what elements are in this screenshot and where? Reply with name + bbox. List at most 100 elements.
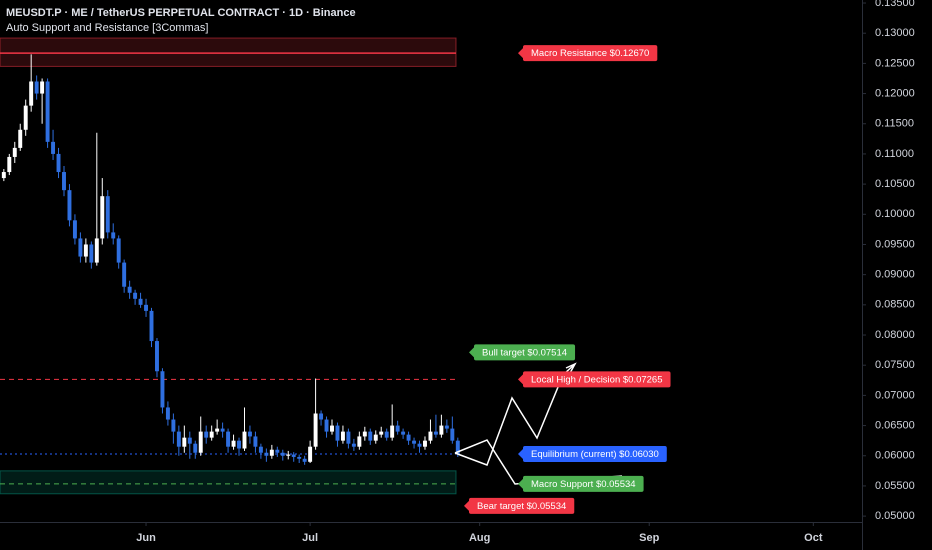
- candle: [275, 446, 280, 457]
- candle-body: [313, 413, 318, 447]
- candle: [122, 259, 127, 293]
- candle-body: [439, 425, 444, 435]
- candle: [198, 416, 203, 456]
- labels: Macro Resistance $0.12670 Local High / De…: [464, 45, 671, 514]
- candle: [368, 428, 373, 445]
- candle: [335, 422, 340, 447]
- candle-body: [144, 304, 149, 311]
- y-tick-label: 0.13000: [875, 27, 915, 39]
- candle-body: [72, 220, 77, 239]
- candle: [237, 437, 241, 456]
- x-tick-label: Jul: [302, 532, 318, 544]
- candle: [253, 431, 258, 453]
- candle-body: [417, 443, 422, 447]
- candle-body: [258, 446, 263, 453]
- candle: [351, 438, 356, 451]
- candle: [242, 407, 247, 451]
- candle-body: [111, 232, 116, 239]
- candle-body: [23, 105, 28, 130]
- chart-title: MEUSDT.P · ME / TetherUS PERPETUAL CONTR…: [6, 7, 356, 19]
- candle: [412, 437, 417, 449]
- candle-body: [444, 425, 449, 429]
- candle: [450, 416, 455, 444]
- candle-body: [89, 244, 94, 263]
- candle-body: [450, 428, 455, 441]
- candle-body: [351, 443, 356, 447]
- candle: [100, 178, 105, 245]
- candle: [231, 434, 236, 450]
- candle-body: [204, 431, 209, 438]
- candle-body: [165, 407, 170, 420]
- candle-body: [237, 440, 241, 449]
- candle: [105, 190, 110, 239]
- candle-body: [346, 431, 351, 444]
- candle: [373, 430, 378, 444]
- candle: [7, 153, 12, 176]
- candle: [286, 450, 291, 460]
- candle-body: [198, 431, 203, 453]
- candle-body: [29, 81, 34, 106]
- candle-body: [160, 371, 165, 408]
- candle-body: [368, 431, 373, 441]
- candle-body: [182, 437, 187, 447]
- y-tick-label: 0.07500: [875, 359, 915, 371]
- candle-body: [215, 428, 220, 432]
- candle-body: [12, 147, 17, 157]
- candle-body: [209, 431, 214, 438]
- tag-box: [523, 371, 671, 388]
- candle-body: [176, 431, 181, 447]
- candle-body: [171, 419, 176, 432]
- candle: [215, 419, 220, 435]
- x-tick-label: Sep: [639, 532, 659, 544]
- candle: [258, 443, 263, 459]
- candle: [40, 78, 45, 124]
- candle-body: [395, 425, 400, 432]
- candle: [395, 420, 400, 435]
- candle: [302, 455, 307, 465]
- candle: [439, 414, 444, 438]
- y-tick-label: 0.05500: [875, 480, 915, 492]
- candle: [444, 419, 449, 433]
- candle: [379, 426, 384, 438]
- candle: [346, 428, 351, 449]
- candle-body: [247, 431, 252, 437]
- y-tick-label: 0.11500: [875, 118, 914, 130]
- candle: [1, 169, 6, 182]
- y-tick-label: 0.08000: [875, 329, 915, 341]
- candle-body: [155, 341, 159, 372]
- tag-label: Bull target $0.07514: [482, 347, 567, 358]
- level-tag: Macro Support $0.05534: [518, 475, 644, 492]
- candle-body: [433, 431, 438, 435]
- candle-body: [286, 454, 291, 456]
- candle: [187, 431, 192, 459]
- candle: [160, 368, 165, 414]
- candle-body: [330, 425, 334, 432]
- candle-body: [264, 452, 269, 456]
- candle: [182, 425, 187, 453]
- candle-body: [390, 425, 395, 438]
- y-tick-label: 0.11000: [875, 148, 914, 160]
- candle: [264, 448, 269, 462]
- tag-pointer: [518, 374, 523, 385]
- candle-body: [428, 431, 433, 441]
- y-tick-label: 0.09000: [875, 269, 915, 281]
- candle-body: [7, 156, 12, 173]
- candle-body: [100, 196, 105, 239]
- candle-body: [362, 431, 367, 437]
- candle-body: [340, 431, 345, 441]
- tag-pointer: [464, 500, 469, 511]
- candle-body: [401, 431, 406, 435]
- y-tick-label: 0.12000: [875, 87, 915, 99]
- plot: [0, 37, 460, 495]
- candle: [67, 184, 72, 227]
- candle: [56, 147, 61, 179]
- y-tick-label: 0.10000: [875, 208, 915, 220]
- candle-body: [373, 434, 378, 441]
- candle: [23, 99, 28, 136]
- candle-body: [138, 298, 143, 305]
- candle-body: [384, 431, 389, 438]
- candle: [111, 223, 116, 245]
- candle: [324, 416, 329, 438]
- candle: [94, 132, 99, 266]
